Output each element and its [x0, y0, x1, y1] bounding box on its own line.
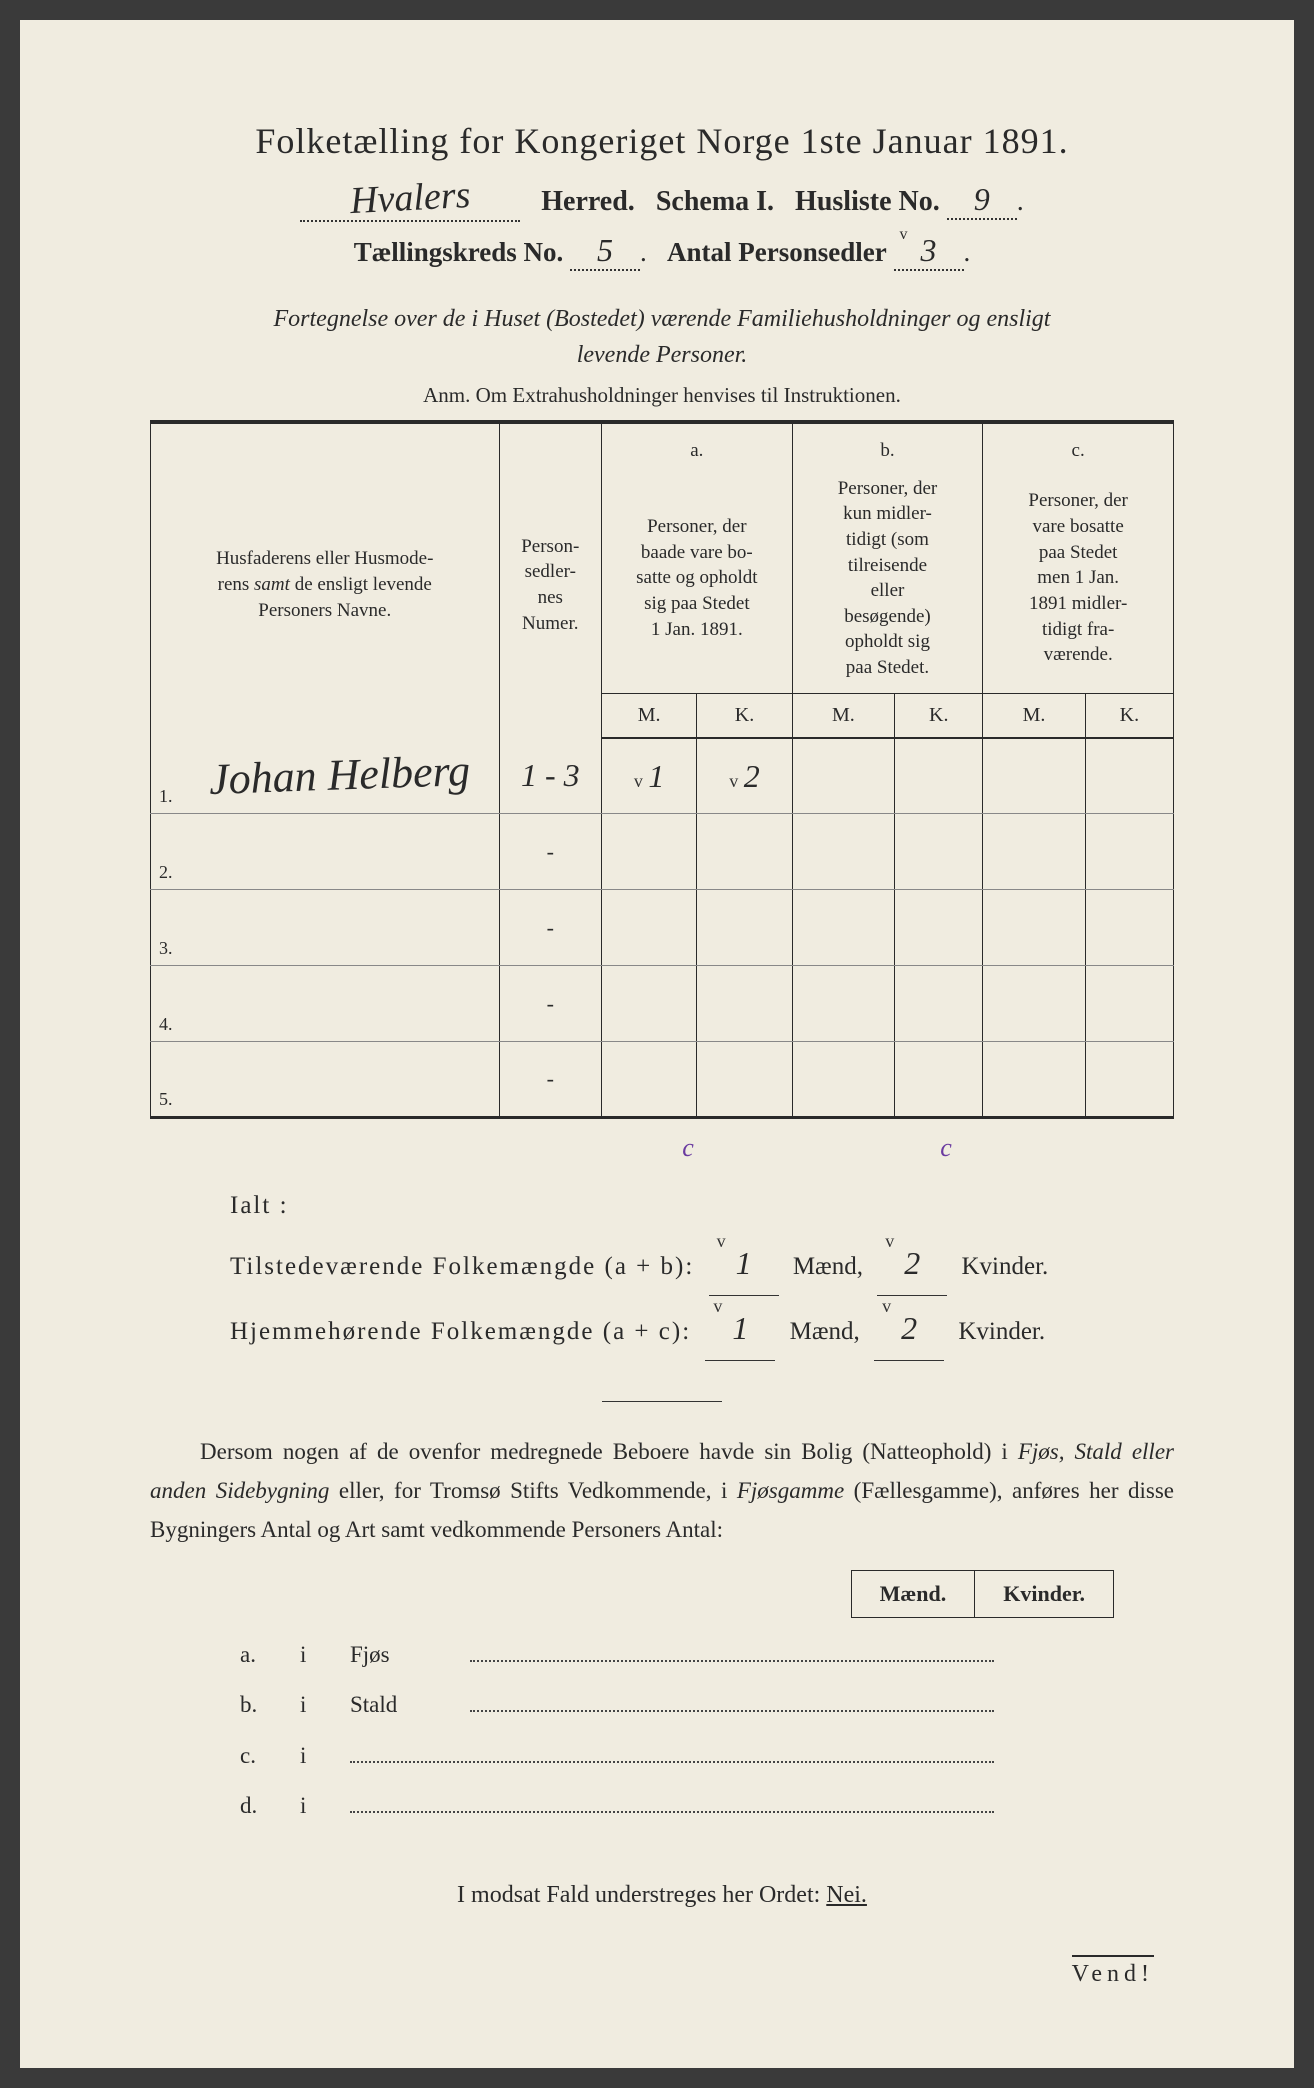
header-line-1: Hvalers Herred. Schema I. Husliste No. 9…: [150, 176, 1174, 222]
totals-block: Ialt : Tilstedeværende Folkemængde (a + …: [150, 1181, 1174, 1361]
tilstede-k: 2: [904, 1245, 920, 1281]
col-header-c: Personer, dervare bosattepaa Stedetmen 1…: [983, 470, 1174, 694]
herred-field: Hvalers: [300, 176, 520, 222]
col-header-a: Personer, derbaade vare bo-satte og opho…: [602, 470, 793, 694]
col-header-b: Personer, derkun midler-tidigt (somtilre…: [792, 470, 983, 694]
col-header-numer: Person-sedler-nesNumer.: [499, 422, 602, 738]
husliste-label: Husliste No.: [795, 186, 940, 217]
hjemme-k: 2: [901, 1310, 917, 1346]
husliste-value: 9: [974, 181, 990, 217]
list-item: c. i: [240, 1731, 1174, 1782]
hjemme-label: Hjemmehørende Folkemængde (a + c):: [230, 1318, 691, 1345]
col-b-k: K.: [895, 693, 983, 738]
table-body: 1. Johan Helberg 1 - 3 v 1 v 2 2. - 3. -…: [151, 738, 1174, 1118]
kreds-label: Tællingskreds No.: [354, 237, 564, 267]
header-line-2: Tællingskreds No. 5 . Antal Personsedler…: [150, 232, 1174, 271]
husliste-field: 9: [947, 181, 1017, 220]
col-c-k: K.: [1085, 693, 1173, 738]
table-row: 1. Johan Helberg 1 - 3 v 1 v 2: [151, 738, 1174, 814]
list-item: b. i Stald: [240, 1680, 1174, 1731]
personsedler-tick: v: [900, 226, 908, 244]
schema-label: Schema I.: [656, 186, 774, 217]
side-building-paragraph: Dersom nogen af de ovenfor medregnede Be…: [150, 1432, 1174, 1549]
desc-line2: levende Personer.: [577, 342, 748, 368]
table-row: 2. -: [151, 814, 1174, 890]
personsedler-field: v 3: [894, 232, 964, 271]
col-header-b-top: b.: [792, 422, 983, 470]
building-list: a. i Fjøs b. i Stald c. i d. i: [150, 1630, 1174, 1832]
col-header-name: Husfaderens eller Husmode-rens samt de e…: [151, 422, 500, 738]
hjemme-m: 1: [732, 1310, 748, 1346]
auditor-checkmarks: c c: [150, 1133, 1174, 1163]
census-form-page: Folketælling for Kongeriget Norge 1ste J…: [20, 20, 1294, 2068]
table-row: 5. -: [151, 1042, 1174, 1118]
turn-page-label: Vend!: [1072, 1955, 1154, 1988]
anm-note: Anm. Om Extrahusholdninger henvises til …: [150, 383, 1174, 408]
section-divider: [602, 1401, 722, 1402]
table-row: 4. -: [151, 966, 1174, 1042]
col-header-a-top: a.: [602, 422, 793, 470]
tilstede-m: 1: [736, 1245, 752, 1281]
col-a-k: K.: [697, 693, 792, 738]
ialt-label: Ialt :: [230, 1181, 289, 1231]
table-row: 3. -: [151, 890, 1174, 966]
herred-label: Herred.: [541, 186, 635, 217]
description-block: Fortegnelse over de i Huset (Bostedet) v…: [150, 301, 1174, 373]
gender-count-table: Mænd. Kvinder.: [851, 1570, 1114, 1618]
side-kvinder: Kvinder.: [975, 1570, 1114, 1617]
kreds-field: 5: [570, 232, 640, 271]
herred-value: Hvalers: [349, 173, 471, 223]
col-a-m: M.: [602, 693, 697, 738]
col-c-m: M.: [983, 693, 1086, 738]
person-name: Johan Helberg: [178, 745, 471, 806]
col-header-c-top: c.: [983, 422, 1174, 470]
list-item: a. i Fjøs: [240, 1630, 1174, 1681]
nei-line: I modsat Fald understreges her Ordet: Ne…: [150, 1882, 1174, 1909]
personsedler-label: Antal Personsedler: [667, 237, 887, 267]
nei-word: Nei.: [826, 1882, 867, 1908]
desc-line1: Fortegnelse over de i Huset (Bostedet) v…: [274, 306, 1051, 332]
households-table: Husfaderens eller Husmode-rens samt de e…: [150, 420, 1174, 1119]
side-maend: Mænd.: [851, 1570, 975, 1617]
col-b-m: M.: [792, 693, 895, 738]
personsedler-value: 3: [921, 232, 937, 268]
list-item: d. i: [240, 1781, 1174, 1832]
page-title: Folketælling for Kongeriget Norge 1ste J…: [150, 120, 1174, 162]
kreds-value: 5: [597, 232, 613, 268]
tilstede-label: Tilstedeværende Folkemængde (a + b):: [230, 1253, 694, 1280]
